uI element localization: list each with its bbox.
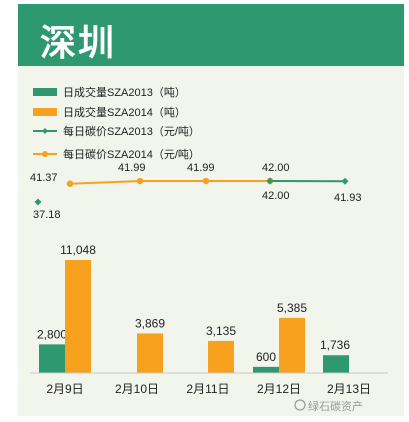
bar-2014-3 [208,340,234,373]
legend-marker-3 [42,128,48,134]
legend-swatch-1 [33,88,57,96]
category-label-4: 2月12日 [257,382,301,396]
bar-2014-2 [137,333,163,373]
bar-label-2013-1: 2,800 [37,327,67,341]
legend-label-2: 日成交量SZA2014（吨） [63,105,186,119]
price-point-2014-2 [136,177,144,185]
bar-2014-1 [65,260,91,373]
price-label-2014-2: 41.99 [118,162,146,174]
bar-2013-5 [323,355,349,373]
price-line-2014 [69,180,271,185]
wechat-icon [294,399,306,411]
price-label-2014-1: 41.37 [30,172,58,184]
chart-title: 深圳 [40,23,117,64]
bar-2013-4 [253,366,279,373]
category-label-1: 2月9日 [46,382,83,396]
price-point-2013-2 [266,177,274,185]
price-label-2014-4: 42.00 [262,162,290,174]
legend-label-3: 每日碳价SZA2013（元/吨） [63,124,200,138]
legend-label-1: 日成交量SZA2013（吨） [63,85,186,99]
price-point-2014-3 [202,177,210,185]
bar-2013-1 [39,344,65,373]
price-label-2013-3: 41.93 [334,192,362,204]
price-point-2013-3 [341,177,349,185]
category-label-5: 2月13日 [327,382,371,396]
bar-label-2014-3: 3,135 [206,324,236,338]
legend-swatch-2 [33,108,57,116]
bar-label-2013-5: 1,736 [320,338,350,352]
bar-label-2013-4: 600 [256,350,276,364]
legend-marker-4 [42,151,48,157]
category-label-2: 2月10日 [115,382,159,396]
legend-label-4: 每日碳价SZA2014（元/吨） [63,147,200,161]
price-label-2014-3: 41.99 [187,162,215,174]
category-label-3: 2月11日 [186,382,229,396]
watermark: 绿石碳资产 [308,401,363,413]
header-bar [18,4,404,66]
bar-2014-4 [279,317,305,373]
price-point-2014-1 [66,180,74,187]
price-label-2013-2: 42.00 [262,190,290,202]
price-point-2013-1 [34,198,42,206]
bar-label-2014-4: 5,385 [277,301,307,315]
bar-label-2014-1: 11,048 [60,243,96,257]
bar-label-2014-2: 3,869 [135,316,165,330]
price-label-2013-1: 37.18 [33,209,61,221]
header: 深圳 [0,0,409,72]
